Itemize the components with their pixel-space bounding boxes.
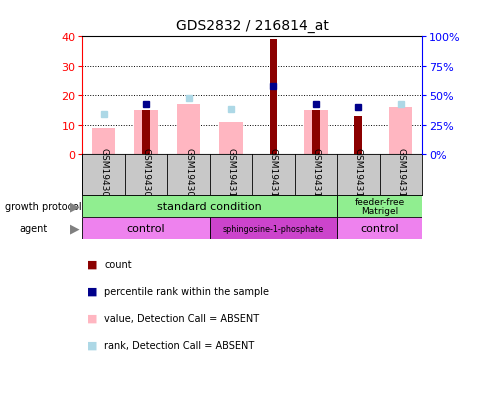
Text: ■: ■ [87,286,98,296]
Bar [82,195,336,218]
Text: control: control [360,223,398,233]
Text: growth protocol: growth protocol [5,202,81,211]
Text: value, Detection Call = ABSENT: value, Detection Call = ABSENT [104,313,259,323]
Text: ▶: ▶ [70,200,80,213]
Bar [177,105,200,155]
Text: feeder-free
Matrigel: feeder-free Matrigel [354,197,404,216]
Text: GSM194314: GSM194314 [395,148,405,202]
Text: ■: ■ [87,259,98,269]
Bar [336,195,421,218]
Text: GSM194312: GSM194312 [311,148,320,202]
Text: ■: ■ [87,313,98,323]
Text: sphingosine-1-phosphate: sphingosine-1-phosphate [222,224,323,233]
Text: GSM194313: GSM194313 [353,148,362,202]
Text: agent: agent [19,223,47,233]
Bar [354,116,362,155]
Text: GSM194310: GSM194310 [226,148,235,202]
Text: GSM194307: GSM194307 [99,148,108,202]
Bar [311,111,319,155]
Bar [269,40,277,155]
Text: ■: ■ [87,340,98,350]
Bar [82,218,209,240]
Bar [92,128,115,155]
Text: percentile rank within the sample: percentile rank within the sample [104,286,269,296]
Title: GDS2832 / 216814_at: GDS2832 / 216814_at [175,19,328,33]
Bar [388,108,411,155]
Text: GSM194309: GSM194309 [183,148,193,202]
Bar [303,111,327,155]
Bar [134,111,157,155]
Text: count: count [104,259,132,269]
Text: control: control [126,223,165,233]
Text: standard condition: standard condition [157,202,261,211]
Text: rank, Detection Call = ABSENT: rank, Detection Call = ABSENT [104,340,254,350]
Text: GSM194308: GSM194308 [141,148,151,202]
Bar [336,218,421,240]
Bar [219,123,242,155]
Text: GSM194311: GSM194311 [268,148,277,202]
Bar [209,218,336,240]
Bar [142,111,150,155]
Text: ▶: ▶ [70,222,80,235]
